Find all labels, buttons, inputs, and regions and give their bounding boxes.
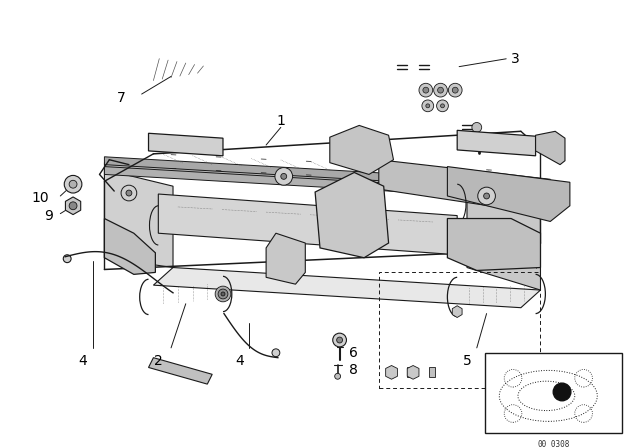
Polygon shape [154, 267, 540, 308]
Circle shape [126, 190, 132, 196]
Circle shape [121, 185, 137, 201]
Polygon shape [457, 130, 536, 156]
Circle shape [422, 100, 434, 112]
Polygon shape [104, 167, 540, 200]
Circle shape [452, 87, 458, 93]
Circle shape [488, 139, 499, 151]
Polygon shape [429, 367, 435, 377]
Text: 9: 9 [45, 209, 54, 223]
Circle shape [426, 104, 429, 108]
Polygon shape [467, 186, 540, 290]
Circle shape [69, 180, 77, 188]
Text: 10: 10 [32, 191, 49, 205]
Circle shape [346, 215, 362, 231]
Circle shape [449, 83, 462, 97]
Circle shape [221, 292, 225, 296]
Polygon shape [452, 306, 462, 318]
Circle shape [218, 289, 228, 299]
Polygon shape [386, 366, 397, 379]
Text: 7: 7 [117, 91, 126, 105]
Circle shape [333, 333, 346, 347]
Polygon shape [65, 197, 81, 215]
Polygon shape [266, 233, 305, 284]
Text: 1: 1 [276, 113, 285, 128]
Circle shape [337, 337, 342, 343]
Text: 6: 6 [349, 346, 358, 360]
Polygon shape [379, 160, 550, 214]
Circle shape [281, 173, 287, 179]
Polygon shape [104, 163, 540, 196]
Circle shape [272, 349, 280, 357]
Text: 00_0308: 00_0308 [537, 439, 570, 448]
Polygon shape [104, 157, 540, 190]
Text: 5: 5 [463, 353, 472, 368]
Circle shape [275, 168, 292, 185]
Circle shape [351, 220, 357, 226]
Polygon shape [104, 169, 173, 267]
Polygon shape [148, 358, 212, 384]
Polygon shape [407, 367, 413, 377]
Polygon shape [447, 167, 570, 221]
Text: 4: 4 [236, 353, 244, 368]
Circle shape [423, 87, 429, 93]
Text: 8: 8 [349, 363, 358, 377]
Polygon shape [407, 366, 419, 379]
Circle shape [438, 87, 444, 93]
Circle shape [69, 202, 77, 210]
Text: 2: 2 [154, 353, 163, 368]
Polygon shape [330, 125, 394, 174]
Circle shape [434, 83, 447, 97]
Circle shape [215, 286, 231, 302]
Circle shape [419, 83, 433, 97]
Polygon shape [158, 194, 457, 255]
Text: 4: 4 [79, 353, 87, 368]
Polygon shape [315, 172, 388, 258]
Circle shape [63, 255, 71, 263]
Circle shape [64, 176, 82, 193]
Circle shape [436, 100, 449, 112]
Bar [484, 353, 622, 433]
Circle shape [339, 208, 370, 239]
Text: 3: 3 [511, 52, 520, 66]
Polygon shape [536, 131, 565, 164]
Polygon shape [104, 219, 156, 274]
Circle shape [484, 193, 490, 199]
Circle shape [553, 383, 571, 401]
Polygon shape [148, 133, 223, 156]
Circle shape [335, 373, 340, 379]
Circle shape [440, 104, 444, 108]
Circle shape [478, 187, 495, 205]
Circle shape [472, 122, 482, 132]
Polygon shape [447, 219, 540, 271]
